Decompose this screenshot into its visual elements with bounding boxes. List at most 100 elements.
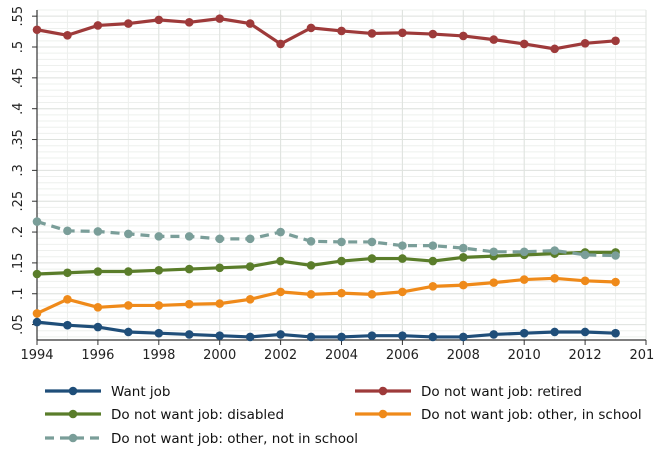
data-point [489, 247, 499, 257]
x-tick-label: 2014 [629, 348, 654, 363]
data-point [337, 256, 346, 266]
legend: Want job Do not want job: retired Do not w… [45, 384, 642, 447]
data-point [215, 299, 224, 308]
y-tick-label: .3 [11, 164, 26, 176]
data-point [428, 29, 438, 39]
data-point [398, 241, 407, 250]
data-point [245, 332, 255, 342]
data-point [154, 328, 164, 338]
legend-item: Do not want job: retired [355, 384, 582, 400]
y-tick-label: .15 [11, 253, 26, 274]
data-point [184, 264, 194, 274]
data-point [367, 331, 377, 340]
data-point [550, 274, 559, 283]
data-point [398, 28, 407, 38]
legend-label: Do not want job: other, in school [421, 407, 642, 423]
data-point [337, 237, 346, 247]
y-tick-label: .05 [11, 314, 26, 335]
y-tick-label: .55 [11, 6, 26, 27]
data-point [519, 275, 529, 284]
data-point [337, 288, 346, 298]
data-point [580, 276, 590, 286]
legend-item: Do not want job: other, not in school [45, 431, 358, 447]
series-3 [32, 274, 620, 318]
data-point [93, 303, 103, 312]
x-tick-label: 1994 [20, 348, 53, 363]
data-point [367, 29, 377, 38]
data-point [32, 317, 42, 327]
data-point [489, 35, 499, 44]
data-point [519, 247, 529, 257]
data-point [276, 256, 285, 266]
data-point [519, 39, 529, 49]
legend-item: Do not want job: other, in school [355, 407, 642, 423]
data-point [245, 294, 255, 304]
legend-marker [68, 409, 78, 419]
series-2 [32, 248, 620, 279]
data-point [428, 282, 438, 291]
x-tick-label: 1996 [81, 348, 114, 363]
y-tick-label: .5 [11, 41, 26, 53]
data-point [276, 330, 285, 339]
data-point [580, 327, 590, 337]
x-tick-label: 2006 [386, 348, 419, 363]
x-tick-label: 1998 [142, 348, 175, 363]
x-tick-label: 2010 [508, 348, 541, 363]
data-point [580, 250, 590, 260]
data-point [215, 14, 224, 23]
data-point [428, 332, 438, 342]
data-point [459, 280, 468, 290]
data-point [550, 327, 559, 337]
data-point [154, 15, 164, 25]
legend-marker [68, 433, 78, 443]
series-line [36, 220, 616, 258]
y-tick-label: .4 [11, 102, 26, 114]
data-point [398, 331, 407, 340]
legend-item: Do not want job: disabled [45, 407, 284, 423]
data-point [245, 262, 255, 271]
x-tick-label: 2012 [569, 348, 602, 363]
series-line [35, 320, 618, 339]
data-point [398, 254, 407, 263]
data-point [337, 26, 346, 36]
legend-label: Want job [111, 384, 170, 400]
y-tick-label: .25 [11, 191, 26, 212]
data-point [93, 267, 103, 276]
data-point [124, 327, 133, 337]
data-point [306, 237, 316, 246]
data-point [489, 278, 499, 287]
data-point [32, 217, 42, 226]
legend-item: Want job [45, 384, 170, 400]
data-point [215, 331, 224, 340]
data-point [184, 232, 194, 241]
data-point [306, 23, 316, 33]
data-point [124, 267, 133, 276]
data-point [367, 290, 377, 299]
data-point [93, 227, 103, 236]
data-point [306, 332, 316, 342]
data-point [550, 246, 559, 255]
data-point [276, 227, 285, 237]
data-point [245, 19, 255, 28]
data-point [32, 309, 42, 318]
data-point [215, 263, 224, 273]
data-point [245, 234, 255, 244]
legend-label: Do not want job: other, not in school [111, 431, 358, 447]
data-point [489, 330, 499, 339]
data-point [154, 265, 164, 275]
data-point [276, 39, 285, 49]
grid-layer [36, 9, 647, 340]
data-point [611, 277, 620, 287]
legend-marker [378, 386, 388, 396]
data-point [184, 330, 194, 339]
legend-label: Do not want job: retired [421, 384, 582, 400]
data-point [215, 234, 224, 244]
data-point [611, 328, 620, 338]
data-point [459, 332, 468, 342]
legend-marker [68, 386, 78, 396]
x-tick-label: 2004 [325, 348, 358, 363]
series-line [35, 250, 618, 276]
data-point [580, 39, 590, 48]
data-point [124, 301, 133, 310]
